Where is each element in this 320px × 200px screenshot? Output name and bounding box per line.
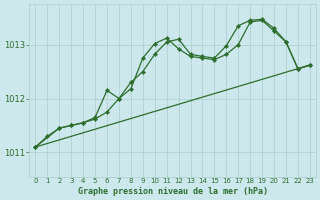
X-axis label: Graphe pression niveau de la mer (hPa): Graphe pression niveau de la mer (hPa): [78, 187, 268, 196]
